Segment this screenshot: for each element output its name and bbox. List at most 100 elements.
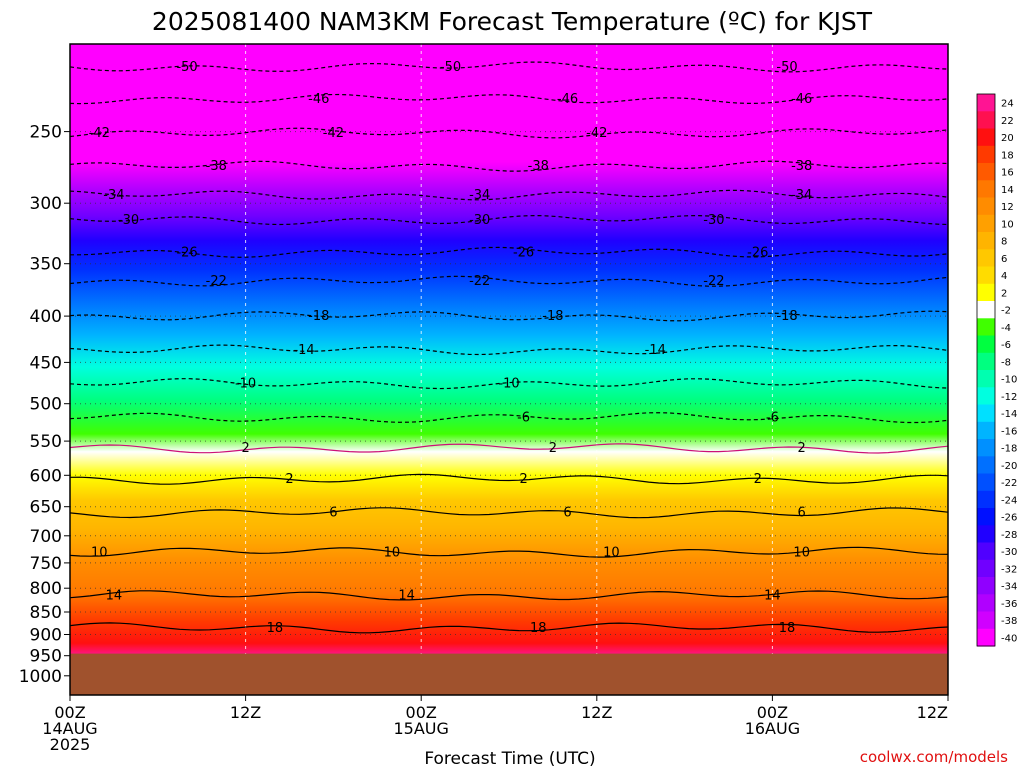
colorbar-label: -20 (1001, 461, 1017, 472)
colorbar-label: 14 (1001, 185, 1014, 196)
colorbar-label: 16 (1001, 168, 1014, 179)
contour-label: -18 (542, 309, 563, 324)
contour-label: 2 (241, 441, 249, 456)
colorbar-swatch (977, 128, 995, 147)
contour-label: -42 (586, 126, 607, 141)
contour-label: 6 (329, 506, 337, 521)
x-tick-label: 14AUG (42, 719, 97, 738)
colorbar-label: -6 (1001, 340, 1011, 351)
contour-label: -14 (293, 343, 314, 358)
y-tick-label: 550 (30, 432, 62, 452)
contour-lines: -50 -50 -50 -46 -46 -46 -42 -42 -42 -38 -38 -38 -34 -… (70, 60, 948, 636)
contour-label: 14 (764, 589, 781, 604)
y-tick-label: 750 (30, 554, 62, 574)
colorbar-swatch (977, 94, 995, 112)
x-tick-label: 12Z (230, 703, 261, 722)
contour-label: -6 (766, 411, 779, 426)
contour-label: 18 (530, 621, 547, 636)
colorbar-swatch (977, 214, 995, 233)
contour-line-18 (70, 622, 948, 634)
x-tick-label: 15AUG (393, 719, 448, 738)
contour-label: -30 (703, 213, 724, 228)
contour-label: -46 (308, 92, 329, 107)
contour-label: -38 (206, 159, 227, 174)
colorbar-label: -18 (1001, 444, 1017, 455)
contour-label: 6 (798, 506, 806, 521)
colorbar-label: -4 (1001, 323, 1011, 334)
contour-label: -22 (703, 274, 724, 289)
contour-label: 2 (798, 441, 806, 456)
contour-label: -14 (645, 343, 666, 358)
colorbar-label: 6 (1001, 254, 1007, 265)
chart-title: 2025081400 NAM3KM Forecast Temperature (… (152, 7, 873, 36)
colorbar-swatch (977, 249, 995, 268)
contour-label: 2 (285, 472, 293, 487)
colorbar-swatch (977, 370, 995, 388)
colorbar-label: -16 (1001, 426, 1017, 437)
colorbar-swatch (977, 387, 995, 406)
colorbar-swatch (977, 628, 995, 647)
colorbar-swatch (977, 352, 995, 371)
contour-label: -34 (469, 188, 490, 203)
colorbar-swatch (977, 421, 995, 440)
contour-label: -38 (791, 159, 812, 174)
colorbar-swatch (977, 542, 995, 561)
colorbar-label: -36 (1001, 599, 1017, 610)
colorbar-label: -26 (1001, 513, 1017, 524)
colorbar-label: -30 (1001, 547, 1017, 558)
contour-label: 2 (519, 472, 527, 487)
contour-line-10 (70, 546, 948, 558)
colorbar-swatch (977, 145, 995, 164)
colorbar-label: 24 (1001, 99, 1014, 110)
colorbar-swatch (977, 180, 995, 199)
colorbar-label: 22 (1001, 116, 1014, 127)
plot-area: -50 -50 -50 -46 -46 -46 -42 -42 -42 -38 -38 -38 -34 -… (70, 44, 948, 695)
y-tick-label: 850 (30, 603, 62, 623)
x-tick-label: 12Z (917, 703, 948, 722)
colorbar-frame (976, 93, 996, 647)
colorbar-swatch (977, 266, 995, 285)
contour-label: 18 (267, 621, 284, 636)
contour-label: -26 (747, 245, 768, 260)
x-tick-label: 2025 (50, 735, 91, 754)
y-tick-label: 800 (30, 579, 62, 599)
contour-label: -42 (323, 126, 344, 141)
colorbar-label: -38 (1001, 616, 1017, 627)
contour-label: -50 (440, 60, 461, 75)
colorbar-label: 8 (1001, 237, 1007, 248)
y-tick-label: 1000 (19, 667, 62, 687)
contour-label: 6 (563, 506, 571, 521)
y-tick-label: 950 (30, 647, 62, 667)
y-tick-label: 500 (30, 395, 62, 415)
colorbar-label: 18 (1001, 150, 1014, 161)
colorbar-swatch (977, 283, 995, 302)
colorbar-label: 20 (1001, 133, 1014, 144)
colorbar-swatch (977, 473, 995, 492)
colorbar-swatch (977, 404, 995, 423)
colorbar-label: -12 (1001, 392, 1017, 403)
x-tick-label: 16AUG (745, 719, 800, 738)
colorbar-label: -10 (1001, 375, 1017, 386)
colorbar-label: -2 (1001, 306, 1011, 317)
contour-label: -30 (469, 213, 490, 228)
colorbar-swatch (977, 490, 995, 509)
x-tick-label: 00Z (757, 703, 788, 722)
contour-label: -46 (557, 92, 578, 107)
colorbar-label: -28 (1001, 530, 1017, 541)
y-tick-label: 900 (30, 626, 62, 646)
contour-label: -26 (513, 245, 534, 260)
contour-label: -50 (776, 60, 797, 75)
contour-label: -10 (235, 377, 256, 392)
y-tick-label: 700 (30, 527, 62, 547)
colorbar-label: -14 (1001, 409, 1017, 420)
credit-text: coolwx.com/models (860, 748, 1008, 766)
colorbar-label: -32 (1001, 564, 1017, 575)
contour-label: -34 (103, 188, 124, 203)
x-tick-label: 00Z (54, 703, 85, 722)
contour-label: -30 (118, 213, 139, 228)
contour-label: 10 (793, 545, 810, 560)
y-tick-label: 600 (30, 466, 62, 486)
colorbar-label: -24 (1001, 495, 1017, 506)
x-axis-label: Forecast Time (UTC) (424, 749, 595, 768)
